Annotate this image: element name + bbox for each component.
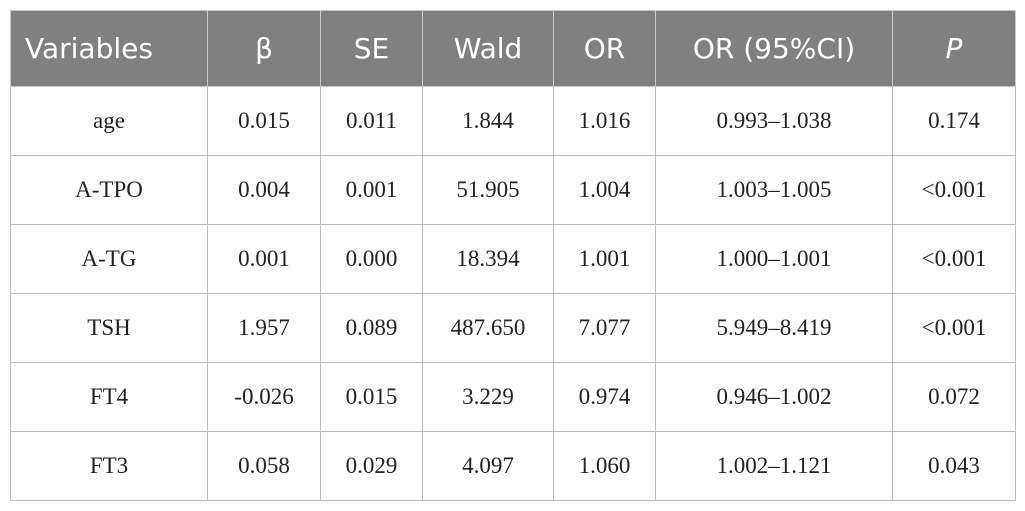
table-row: FT4 -0.026 0.015 3.229 0.974 0.946–1.002 0.072 [10,362,1016,432]
table-body: age 0.015 0.011 1.844 1.016 0.993–1.038 0.174 A… [10,86,1016,501]
header-cell: Wald [422,10,554,87]
table-cell: 0.058 [207,431,321,501]
table-cell: FT4 [10,362,208,432]
table-row: A-TG 0.001 0.000 18.394 1.001 1.000–1.001 <0.0… [10,224,1016,294]
results-table: Variables β SE Wald OR OR (95%CI) P age 0.015 0.… [10,10,1016,501]
table-cell: 0.011 [320,86,423,156]
header-cell: OR (95%CI) [655,10,893,87]
table-cell: 0.015 [207,86,321,156]
header-cell: Variables [10,10,208,87]
table-cell: 0.000 [320,224,423,294]
table-cell: <0.001 [892,155,1016,225]
table-cell: 0.946–1.002 [655,362,893,432]
table-row: age 0.015 0.011 1.844 1.016 0.993–1.038 0.174 [10,86,1016,156]
table-cell: FT3 [10,431,208,501]
table-cell: age [10,86,208,156]
table-cell: 487.650 [422,293,554,363]
table-cell: 3.229 [422,362,554,432]
table-cell: 1.844 [422,86,554,156]
table-cell: 0.089 [320,293,423,363]
table-cell: <0.001 [892,224,1016,294]
table-cell: 1.003–1.005 [655,155,893,225]
table-cell: 1.001 [553,224,656,294]
table-cell: 4.097 [422,431,554,501]
table-cell: 0.174 [892,86,1016,156]
header-row: Variables β SE Wald OR OR (95%CI) P [10,10,1016,87]
table-cell: 0.001 [320,155,423,225]
table-cell: TSH [10,293,208,363]
table-row: FT3 0.058 0.029 4.097 1.060 1.002–1.121 0.043 [10,431,1016,501]
table-cell: 7.077 [553,293,656,363]
table-cell: 1.060 [553,431,656,501]
table-cell: A-TPO [10,155,208,225]
header-cell: SE [320,10,423,87]
table-cell: 1.957 [207,293,321,363]
table-cell: 0.993–1.038 [655,86,893,156]
table-row: TSH 1.957 0.089 487.650 7.077 5.949–8.419 <0.0… [10,293,1016,363]
table-cell: -0.026 [207,362,321,432]
table-cell: 18.394 [422,224,554,294]
table-cell: 5.949–8.419 [655,293,893,363]
header-cell: β [207,10,321,87]
table-cell: 1.004 [553,155,656,225]
table-cell: 0.043 [892,431,1016,501]
header-cell: OR [553,10,656,87]
table-cell: A-TG [10,224,208,294]
table-cell: 0.072 [892,362,1016,432]
table-cell: 0.001 [207,224,321,294]
header-cell: P [892,10,1016,87]
table-cell: 1.016 [553,86,656,156]
table-row: A-TPO 0.004 0.001 51.905 1.004 1.003–1.005 <0.… [10,155,1016,225]
table-container: Variables β SE Wald OR OR (95%CI) P age 0.015 0.… [10,10,1016,501]
table-cell: 1.002–1.121 [655,431,893,501]
table-cell: 0.004 [207,155,321,225]
table-cell: 1.000–1.001 [655,224,893,294]
table-cell: 51.905 [422,155,554,225]
table-cell: 0.974 [553,362,656,432]
table-cell: 0.029 [320,431,423,501]
table-cell: 0.015 [320,362,423,432]
table-cell: <0.001 [892,293,1016,363]
